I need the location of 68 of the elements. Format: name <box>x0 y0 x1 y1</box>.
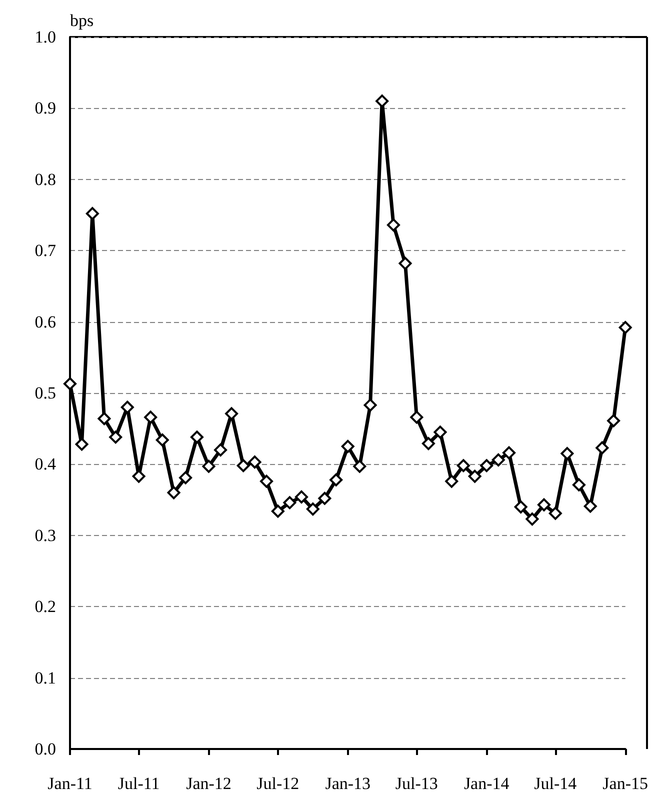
point <box>341 440 354 453</box>
point <box>156 433 169 446</box>
point <box>144 410 158 424</box>
point <box>318 492 332 505</box>
point <box>167 486 180 500</box>
point <box>434 426 447 439</box>
x-tick-label: Jul-12 <box>256 774 300 793</box>
point <box>607 414 620 428</box>
point <box>548 506 562 520</box>
x-tick-label: Jan-11 <box>48 774 92 793</box>
point <box>214 443 228 456</box>
point <box>386 218 400 232</box>
point <box>480 459 494 472</box>
y-tick-label: 0.8 <box>34 170 56 189</box>
point <box>514 500 528 514</box>
y-tick-label: 0.6 <box>34 312 56 332</box>
point <box>248 456 262 469</box>
y-axis-title: bps <box>70 11 94 30</box>
y-tick-label: 0.1 <box>34 668 56 688</box>
point <box>596 441 609 454</box>
y-tick-label: 0.3 <box>34 526 56 545</box>
point <box>306 502 320 516</box>
y-tick-label: 0.0 <box>34 740 56 758</box>
x-tick-label: Jan-13 <box>325 774 371 793</box>
point <box>445 474 458 488</box>
point <box>190 430 204 444</box>
point <box>502 446 516 460</box>
point <box>236 459 250 472</box>
y-tick-label: 1.0 <box>34 28 56 46</box>
point <box>537 498 550 512</box>
point <box>398 256 412 270</box>
point <box>422 437 435 450</box>
point <box>132 470 146 483</box>
point <box>179 471 192 484</box>
point <box>572 478 586 492</box>
point <box>492 453 505 466</box>
point <box>64 377 76 390</box>
point <box>618 320 632 334</box>
x-tick-label: Jul-14 <box>534 774 578 793</box>
point <box>584 500 597 513</box>
point <box>109 430 122 444</box>
point <box>271 504 284 518</box>
point <box>283 496 296 510</box>
x-tick-label: Jan-12 <box>186 774 232 793</box>
y-tick-label: 0.7 <box>34 241 56 260</box>
y-tick-label: 0.9 <box>34 98 56 118</box>
point <box>456 459 470 472</box>
point <box>376 94 389 108</box>
point <box>202 460 216 473</box>
x-tick-label: Jul-13 <box>395 774 438 793</box>
point <box>526 512 539 526</box>
y-tick-label: 0.2 <box>34 597 56 616</box>
x-tick-label: Jan-15 <box>602 774 648 793</box>
x-tick-label: Jan-14 <box>464 774 510 793</box>
y-tick-label: 0.4 <box>34 454 56 474</box>
point <box>98 412 111 426</box>
point <box>330 473 343 486</box>
point <box>75 438 88 451</box>
y-tick-label: 0.5 <box>34 384 56 402</box>
x-tick-label: Jul-11 <box>118 774 160 793</box>
point <box>468 470 482 483</box>
point <box>410 410 424 424</box>
point <box>120 400 134 414</box>
point <box>364 398 377 412</box>
point <box>294 490 308 504</box>
point <box>86 207 99 220</box>
point <box>260 474 274 488</box>
point <box>353 460 366 473</box>
